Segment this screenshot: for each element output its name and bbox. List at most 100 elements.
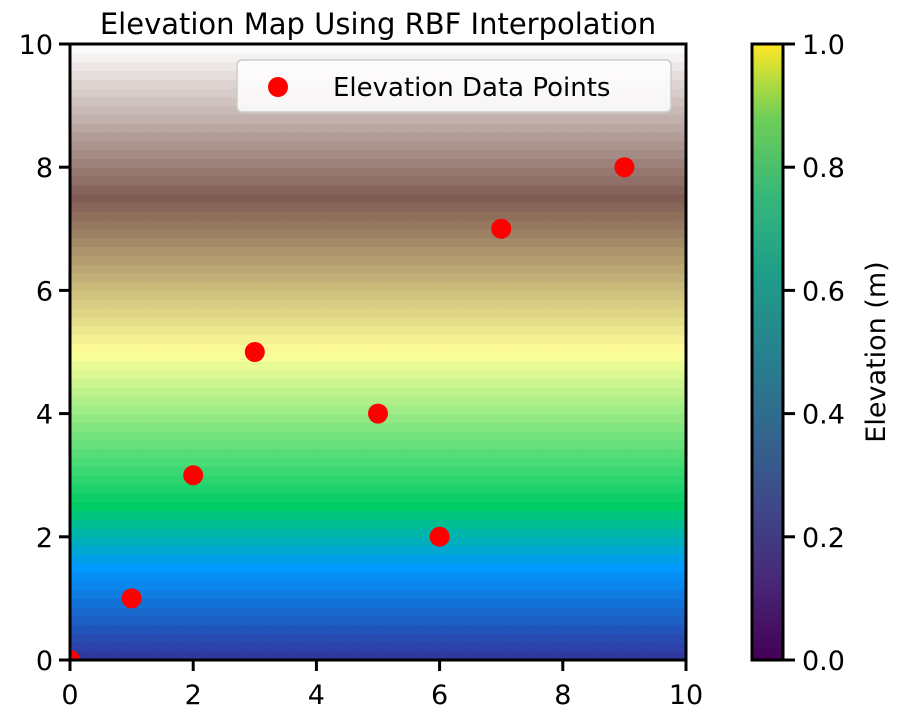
- heatmap-cell: [386, 572, 397, 582]
- heatmap-cell: [562, 624, 573, 635]
- heatmap-cell: [510, 149, 520, 159]
- heatmap-cell: [272, 281, 282, 291]
- heatmap-cell: [413, 519, 423, 529]
- heatmap-cell: [114, 193, 124, 203]
- heatmap-cell: [114, 211, 124, 221]
- heatmap-cell: [149, 343, 159, 353]
- heatmap-cell: [114, 448, 124, 459]
- heatmap-cell: [677, 404, 686, 415]
- heatmap-cell: [606, 572, 617, 582]
- heatmap-cell: [175, 316, 185, 327]
- heatmap-cell: [70, 308, 80, 318]
- heatmap-cell: [105, 607, 115, 617]
- heatmap-cell: [501, 484, 511, 494]
- heatmap-cell: [545, 176, 555, 186]
- heatmap-cell: [272, 193, 282, 203]
- heatmap-cell: [492, 492, 502, 503]
- heatmap-cell: [272, 519, 282, 529]
- heatmap-cell: [87, 158, 97, 168]
- heatmap-cell: [96, 404, 106, 415]
- heatmap-cell: [281, 149, 291, 159]
- heatmap-cell: [307, 184, 317, 195]
- heatmap-cell: [404, 316, 414, 327]
- heatmap-cell: [518, 281, 529, 291]
- heatmap-cell: [122, 316, 133, 327]
- heatmap-cell: [70, 572, 80, 582]
- heatmap-cell: [395, 413, 405, 423]
- heatmap-cell: [290, 440, 300, 450]
- heatmap-cell: [466, 598, 476, 608]
- heatmap-cell: [360, 624, 370, 635]
- heatmap-cell: [571, 193, 581, 203]
- heatmap-cell: [272, 114, 282, 124]
- heatmap-cell: [70, 88, 80, 98]
- heatmap-cell: [650, 457, 661, 467]
- heatmap-cell: [430, 325, 441, 335]
- heatmap-cell: [184, 598, 194, 608]
- heatmap-cell: [527, 290, 537, 300]
- heatmap-cell: [140, 272, 150, 283]
- heatmap-cell: [589, 228, 599, 239]
- heatmap-cell: [404, 352, 414, 362]
- heatmap-cell: [263, 123, 273, 133]
- heatmap-cell: [642, 211, 652, 221]
- heatmap-cell: [210, 220, 221, 230]
- heatmap-cell: [228, 457, 238, 467]
- heatmap-cell: [237, 123, 247, 133]
- heatmap-cell: [202, 237, 212, 247]
- heatmap-cell: [536, 510, 546, 520]
- heatmap-cell: [158, 616, 168, 626]
- heatmap-cell: [386, 316, 397, 327]
- heatmap-cell: [492, 448, 502, 459]
- heatmap-cell: [360, 501, 370, 511]
- heatmap-cell: [430, 563, 441, 573]
- heatmap-cell: [307, 431, 317, 441]
- heatmap-cell: [325, 52, 335, 63]
- heatmap-cell: [536, 369, 546, 379]
- heatmap-cell: [536, 308, 546, 318]
- heatmap-cell: [193, 246, 203, 256]
- heatmap-cell: [650, 281, 661, 291]
- heatmap-cell: [466, 290, 476, 300]
- heatmap-cell: [527, 510, 537, 520]
- heatmap-cell: [342, 167, 353, 177]
- heatmap-cell: [430, 580, 441, 591]
- heatmap-cell: [422, 316, 432, 327]
- heatmap-cell: [219, 633, 229, 643]
- heatmap-cell: [158, 563, 168, 573]
- heatmap-cell: [307, 475, 317, 485]
- heatmap-cell: [378, 387, 388, 397]
- heatmap-cell: [114, 281, 124, 291]
- heatmap-cell: [237, 237, 247, 247]
- heatmap-cell: [78, 510, 89, 520]
- heatmap-cell: [589, 492, 599, 503]
- heatmap-cell: [184, 176, 194, 186]
- heatmap-cell: [483, 396, 493, 406]
- heatmap-cell: [166, 202, 177, 212]
- heatmap-cell: [298, 396, 309, 406]
- heatmap-cell: [378, 176, 388, 186]
- heatmap-cell: [642, 413, 652, 423]
- heatmap-cell: [457, 501, 467, 511]
- heatmap-cell: [624, 52, 634, 63]
- heatmap-cell: [193, 299, 203, 309]
- heatmap-cell: [571, 519, 581, 529]
- heatmap-cell: [202, 580, 212, 591]
- heatmap-cell: [606, 52, 617, 63]
- heatmap-cell: [606, 220, 617, 230]
- heatmap-cell: [193, 184, 203, 195]
- heatmap-cell: [140, 396, 150, 406]
- heatmap-cell: [210, 510, 221, 520]
- heatmap-cell: [369, 246, 379, 256]
- heatmap-cell: [360, 316, 370, 327]
- heatmap-cell: [158, 211, 168, 221]
- heatmap-cell: [536, 440, 546, 450]
- heatmap-cell: [272, 184, 282, 195]
- heatmap-cell: [413, 149, 423, 159]
- heatmap-cell: [474, 448, 485, 459]
- heatmap-cell: [96, 536, 106, 547]
- heatmap-cell: [457, 396, 467, 406]
- heatmap-cell: [395, 316, 405, 327]
- heatmap-cell: [501, 316, 511, 327]
- heatmap-cell: [510, 158, 520, 168]
